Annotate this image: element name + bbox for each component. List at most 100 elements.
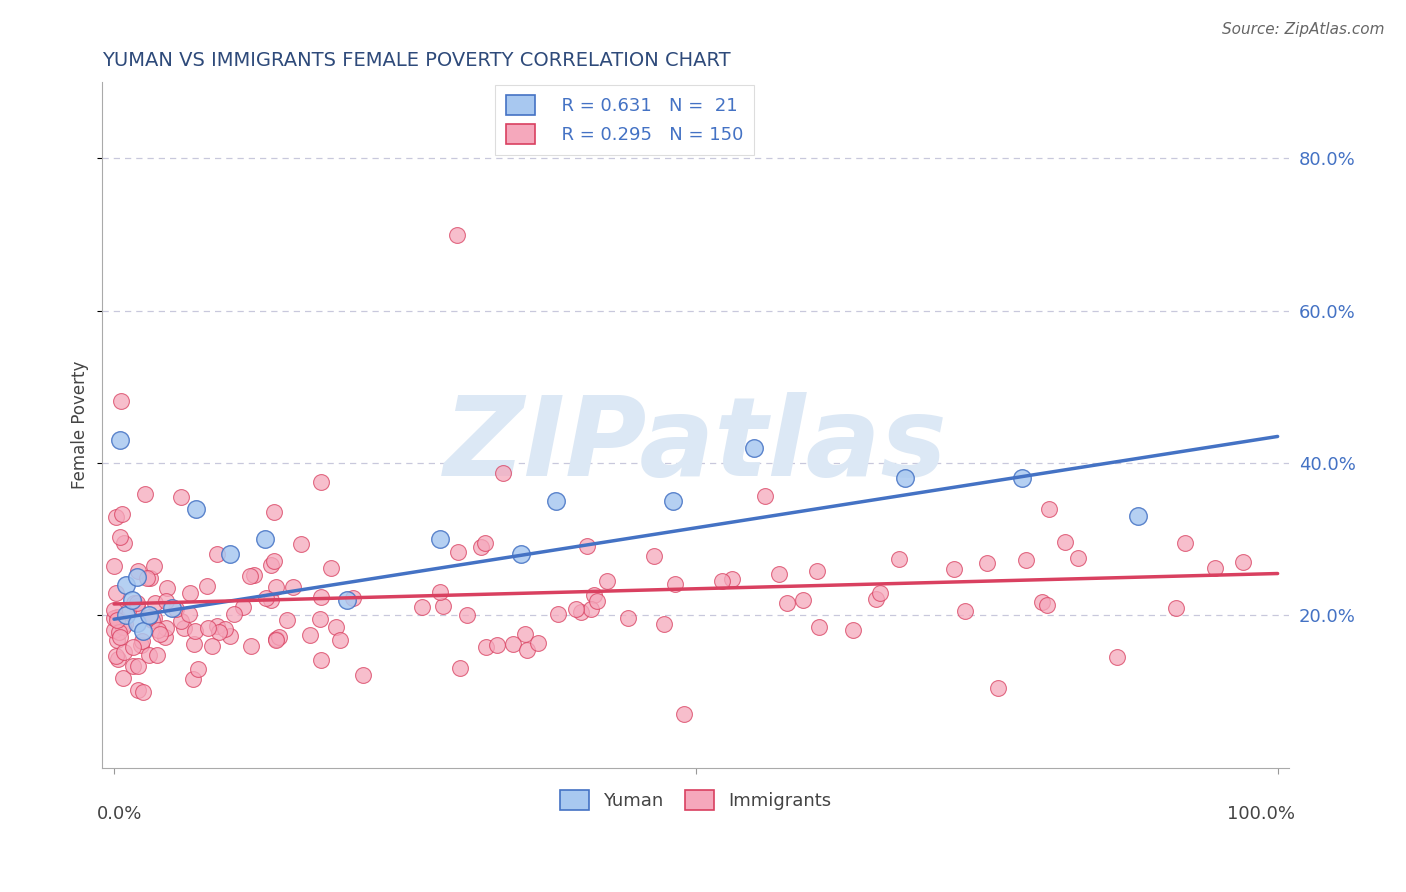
Point xyxy=(865,592,887,607)
Point xyxy=(673,707,696,722)
Point xyxy=(208,624,231,639)
Point xyxy=(492,466,515,480)
Point xyxy=(1011,471,1033,485)
Point xyxy=(267,630,290,644)
Point xyxy=(710,574,733,588)
Point xyxy=(184,624,207,638)
Point xyxy=(513,627,536,641)
Point xyxy=(411,599,433,614)
Point xyxy=(1031,595,1053,609)
Point xyxy=(127,570,149,584)
Point xyxy=(276,614,298,628)
Point xyxy=(1204,561,1226,575)
Point xyxy=(108,529,131,543)
Point xyxy=(352,668,374,682)
Point xyxy=(108,434,131,448)
Point xyxy=(110,393,132,408)
Point xyxy=(283,580,305,594)
Point xyxy=(131,638,153,652)
Point xyxy=(474,535,496,549)
Point xyxy=(742,441,765,455)
Point xyxy=(132,684,155,698)
Point xyxy=(219,629,242,643)
Point xyxy=(127,595,149,609)
Point xyxy=(342,591,364,605)
Point xyxy=(156,581,179,595)
Point xyxy=(502,637,524,651)
Y-axis label: Female Poverty: Female Poverty xyxy=(72,361,89,489)
Point xyxy=(146,648,169,663)
Point xyxy=(546,494,568,508)
Point xyxy=(239,639,262,653)
Point xyxy=(259,592,281,607)
Point xyxy=(309,590,332,604)
Point xyxy=(486,638,509,652)
Point xyxy=(103,603,125,617)
Point xyxy=(808,620,831,634)
Point xyxy=(869,586,891,600)
Point xyxy=(104,648,127,663)
Point xyxy=(1014,553,1036,567)
Point xyxy=(336,593,359,607)
Point xyxy=(162,600,184,615)
Point xyxy=(103,611,125,625)
Text: Source: ZipAtlas.com: Source: ZipAtlas.com xyxy=(1222,22,1385,37)
Point xyxy=(449,661,471,675)
Point xyxy=(309,612,332,626)
Point xyxy=(617,610,640,624)
Point xyxy=(107,652,129,666)
Point xyxy=(114,616,136,631)
Point xyxy=(775,596,797,610)
Point xyxy=(329,632,352,647)
Point xyxy=(103,558,125,573)
Point xyxy=(1232,555,1254,569)
Point xyxy=(122,659,145,673)
Point xyxy=(127,565,149,579)
Point xyxy=(470,541,492,555)
Point xyxy=(195,579,218,593)
Point xyxy=(110,507,132,521)
Point xyxy=(108,624,131,639)
Point xyxy=(222,607,245,621)
Point xyxy=(792,592,814,607)
Point xyxy=(586,593,609,607)
Point xyxy=(112,536,135,550)
Point xyxy=(138,571,160,585)
Point xyxy=(1036,598,1059,612)
Point xyxy=(254,591,277,606)
Point xyxy=(583,588,606,602)
Point xyxy=(170,490,193,504)
Point xyxy=(214,623,236,637)
Point xyxy=(112,620,135,634)
Point xyxy=(136,571,159,585)
Point xyxy=(205,547,228,561)
Point xyxy=(887,552,910,566)
Point xyxy=(103,623,125,637)
Point xyxy=(104,585,127,599)
Point xyxy=(456,607,478,622)
Point xyxy=(131,634,153,648)
Point xyxy=(201,639,224,653)
Point xyxy=(143,596,166,610)
Point xyxy=(264,633,287,648)
Point xyxy=(179,585,201,599)
Text: 100.0%: 100.0% xyxy=(1227,805,1295,823)
Point xyxy=(664,577,686,591)
Point xyxy=(429,533,451,547)
Point xyxy=(264,580,287,594)
Point xyxy=(105,613,128,627)
Point xyxy=(181,673,204,687)
Point xyxy=(987,681,1010,695)
Point xyxy=(108,630,131,644)
Point xyxy=(179,607,201,621)
Point xyxy=(953,603,976,617)
Point xyxy=(446,544,468,558)
Point xyxy=(1054,535,1077,549)
Point xyxy=(325,620,347,634)
Point xyxy=(155,621,177,635)
Point xyxy=(117,604,139,618)
Point xyxy=(754,489,776,503)
Point xyxy=(104,510,127,524)
Point xyxy=(146,624,169,638)
Text: ZIPatlas: ZIPatlas xyxy=(444,392,948,500)
